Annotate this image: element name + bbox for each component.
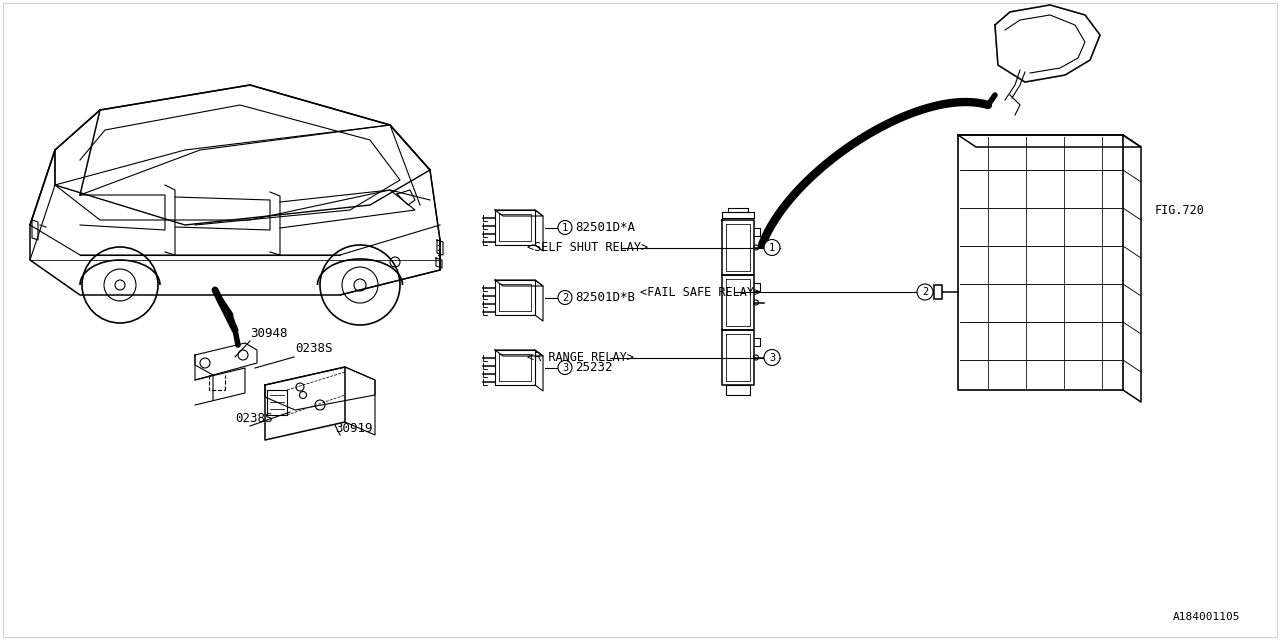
Circle shape [558,360,572,374]
Text: <R RANGE RELAY>: <R RANGE RELAY> [527,351,634,364]
Text: 0238S: 0238S [294,342,333,355]
Circle shape [558,291,572,305]
Text: 30948: 30948 [250,327,288,340]
Text: <SELF SHUT RELAY>: <SELF SHUT RELAY> [527,241,648,254]
Circle shape [916,284,933,300]
Polygon shape [995,5,1100,82]
Text: 25232: 25232 [575,361,613,374]
Text: 0238S: 0238S [236,412,273,425]
Circle shape [764,349,780,365]
Circle shape [558,221,572,234]
Text: 2: 2 [562,292,568,303]
Text: 1: 1 [562,223,568,232]
Text: <FAIL SAFE RELAY>: <FAIL SAFE RELAY> [640,285,762,298]
Circle shape [754,245,759,250]
Circle shape [764,239,780,255]
Circle shape [754,355,759,360]
Text: 3: 3 [562,362,568,372]
Text: A184001105: A184001105 [1172,612,1240,622]
Text: 2: 2 [922,287,928,297]
Circle shape [754,300,759,305]
Text: 82501D*A: 82501D*A [575,221,635,234]
Text: 1: 1 [769,243,776,253]
Text: 30919: 30919 [335,422,372,435]
Text: 82501D*B: 82501D*B [575,291,635,304]
Text: FIG.720: FIG.720 [1155,204,1204,216]
Text: 3: 3 [769,353,776,362]
FancyBboxPatch shape [934,285,942,299]
